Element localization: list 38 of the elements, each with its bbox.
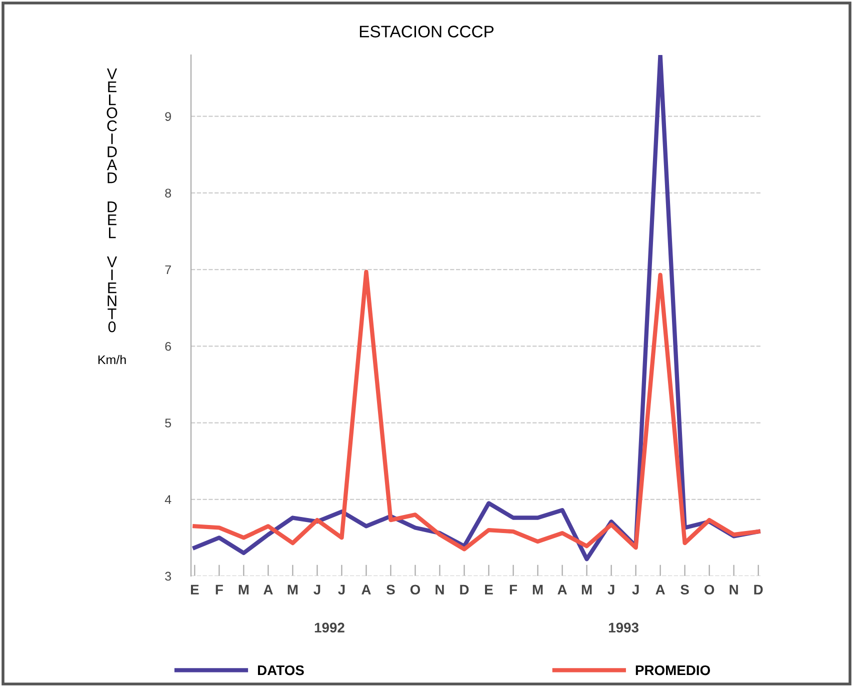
- legend-label: PROMEDIO: [636, 665, 710, 676]
- legend-label: DATOS: [258, 665, 304, 676]
- x-tick-label: F: [510, 584, 517, 594]
- chart-title: ESTACION CCCP: [360, 26, 494, 38]
- x-tick-label: J: [314, 584, 320, 595]
- x-tick-label: S: [386, 584, 395, 595]
- y-tick-label: 3: [165, 572, 172, 581]
- text: VELOCIDAD DEL VIENT0 Km/h: [98, 68, 126, 364]
- x-tick-label: J: [632, 584, 639, 595]
- y-tick-label: 8: [165, 188, 172, 198]
- x-tick-label: N: [730, 584, 738, 594]
- text: 1993: [608, 622, 638, 633]
- text: 1992: [314, 622, 344, 633]
- x-tick-label: D: [460, 584, 469, 594]
- x-tick-label: O: [704, 584, 714, 595]
- x-tick-label: J: [608, 584, 614, 595]
- y-tick-label: 6: [165, 342, 172, 351]
- x-tick-label: A: [656, 584, 665, 594]
- x-tick-label: A: [362, 584, 371, 594]
- x-tick-label: E: [485, 584, 493, 594]
- x-tick-label: M: [582, 584, 592, 594]
- x-tick-label: M: [288, 584, 298, 594]
- x-tick-label: M: [532, 584, 543, 594]
- x-tick-label: J: [338, 584, 345, 595]
- line-series: [192, 270, 760, 552]
- x-tick-label: F: [216, 584, 223, 594]
- y-tick-label: 4: [164, 495, 172, 504]
- x-tick-label: E: [190, 584, 199, 594]
- y-tick-label: 7: [165, 265, 171, 274]
- x-tick-label: N: [436, 584, 444, 594]
- x-tick-label: A: [264, 584, 273, 594]
- y-tick-label: 5: [165, 418, 172, 428]
- y-tick-label: 9: [165, 112, 171, 121]
- x-tick-label: D: [754, 584, 763, 594]
- x-tick-label: O: [410, 584, 420, 595]
- x-tick-label: A: [558, 584, 567, 594]
- x-tick-label: S: [680, 584, 689, 595]
- x-tick-label: M: [238, 584, 249, 594]
